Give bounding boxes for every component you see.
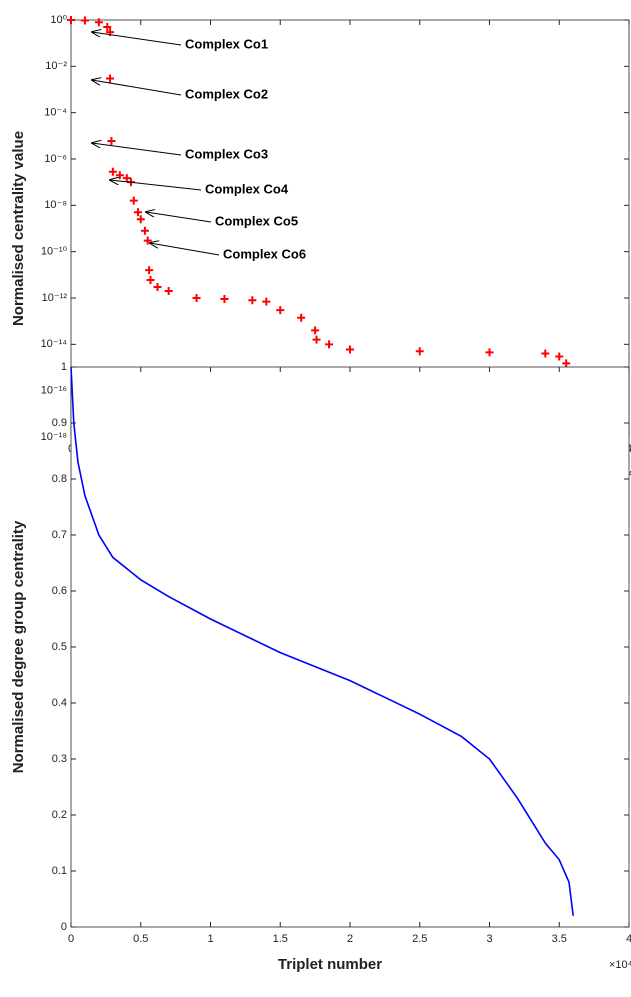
x-axis-label: Triplet number bbox=[278, 956, 382, 973]
point bbox=[562, 359, 571, 368]
y-tick-label: 10⁰ bbox=[50, 14, 67, 26]
annotation: Complex Co1 bbox=[185, 36, 268, 51]
point bbox=[311, 326, 320, 335]
x-tick-label: 3 bbox=[486, 933, 492, 945]
point bbox=[485, 348, 494, 357]
y-tick-label: 0.3 bbox=[52, 753, 67, 765]
x-tick-label: 2 bbox=[347, 933, 353, 945]
y-tick-label: 0.8 bbox=[52, 473, 67, 485]
point bbox=[262, 297, 271, 306]
annotation: Complex Co6 bbox=[223, 246, 306, 261]
annotation-arrow bbox=[92, 32, 182, 46]
point bbox=[164, 287, 173, 296]
point bbox=[220, 295, 229, 304]
y-tick-label: 0.7 bbox=[52, 529, 67, 541]
point bbox=[325, 340, 334, 349]
point bbox=[140, 226, 149, 235]
x-tick-label: 0 bbox=[68, 933, 74, 945]
y-tick-label: 0.6 bbox=[52, 585, 67, 597]
point bbox=[555, 352, 564, 361]
x-exponent: ×10⁴ bbox=[609, 959, 631, 971]
point bbox=[133, 208, 142, 217]
x-tick-label: 2.5 bbox=[412, 933, 427, 945]
y-tick-label: 10⁻⁸ bbox=[44, 199, 67, 211]
y-tick-label: 10⁻⁴ bbox=[44, 107, 67, 119]
annotation: Complex Co3 bbox=[185, 146, 268, 161]
annotation-arrow bbox=[146, 212, 212, 223]
point bbox=[192, 294, 201, 302]
y-tick-label: 0.2 bbox=[52, 809, 67, 821]
x-tick-label: 3.5 bbox=[552, 933, 567, 945]
point bbox=[115, 171, 124, 180]
point bbox=[94, 18, 103, 27]
point bbox=[346, 345, 354, 354]
point bbox=[129, 196, 138, 205]
annotation: Complex Co5 bbox=[215, 213, 298, 228]
y-tick-label: 0.4 bbox=[52, 697, 67, 709]
point bbox=[276, 306, 285, 315]
annotation-arrow bbox=[150, 243, 220, 256]
y-tick-label: 10⁻¹⁶ bbox=[41, 385, 67, 397]
y-tick-label: 10⁻¹⁰ bbox=[41, 246, 68, 258]
point bbox=[312, 335, 321, 344]
point bbox=[145, 266, 154, 275]
point bbox=[146, 275, 155, 284]
annotation-arrow bbox=[110, 180, 202, 191]
x-tick-label: 4 bbox=[626, 933, 631, 945]
x-tick-label: 1 bbox=[207, 933, 213, 945]
x-tick-label: 1.5 bbox=[273, 933, 288, 945]
line-series bbox=[70, 366, 574, 916]
point bbox=[103, 22, 112, 31]
y-tick-label: 0.5 bbox=[52, 641, 67, 653]
annotation-arrow bbox=[92, 143, 182, 156]
y-tick-label: 0.9 bbox=[52, 417, 67, 429]
annotation: Complex Co4 bbox=[205, 181, 289, 196]
point bbox=[80, 16, 89, 25]
point bbox=[248, 296, 257, 305]
y-tick-label: 10⁻¹⁸ bbox=[41, 431, 67, 443]
y-tick-label: 0.1 bbox=[52, 865, 67, 877]
point bbox=[153, 282, 162, 291]
point bbox=[297, 313, 306, 322]
annotation: Complex Co2 bbox=[185, 86, 268, 101]
point bbox=[108, 167, 117, 176]
point bbox=[541, 349, 550, 358]
y-axis-label: Normalised degree group centrality bbox=[10, 520, 27, 773]
annotation-arrow bbox=[92, 80, 182, 96]
y-tick-label: 10⁻² bbox=[45, 60, 67, 72]
y-axis-label: Normalised centrality value bbox=[10, 131, 27, 326]
point bbox=[415, 347, 424, 356]
point bbox=[122, 174, 131, 183]
plot-area bbox=[70, 366, 630, 928]
y-tick-label: 0 bbox=[61, 921, 67, 933]
point bbox=[67, 16, 75, 24]
point bbox=[107, 136, 116, 145]
point bbox=[136, 215, 145, 224]
y-tick-label: 10⁻¹⁴ bbox=[41, 338, 68, 350]
x-tick-label: 0.5 bbox=[133, 933, 148, 945]
y-tick-label: 10⁻¹² bbox=[42, 292, 68, 304]
y-tick-label: 10⁻⁶ bbox=[44, 153, 67, 165]
point bbox=[106, 74, 115, 83]
y-tick-label: 1 bbox=[61, 361, 67, 373]
